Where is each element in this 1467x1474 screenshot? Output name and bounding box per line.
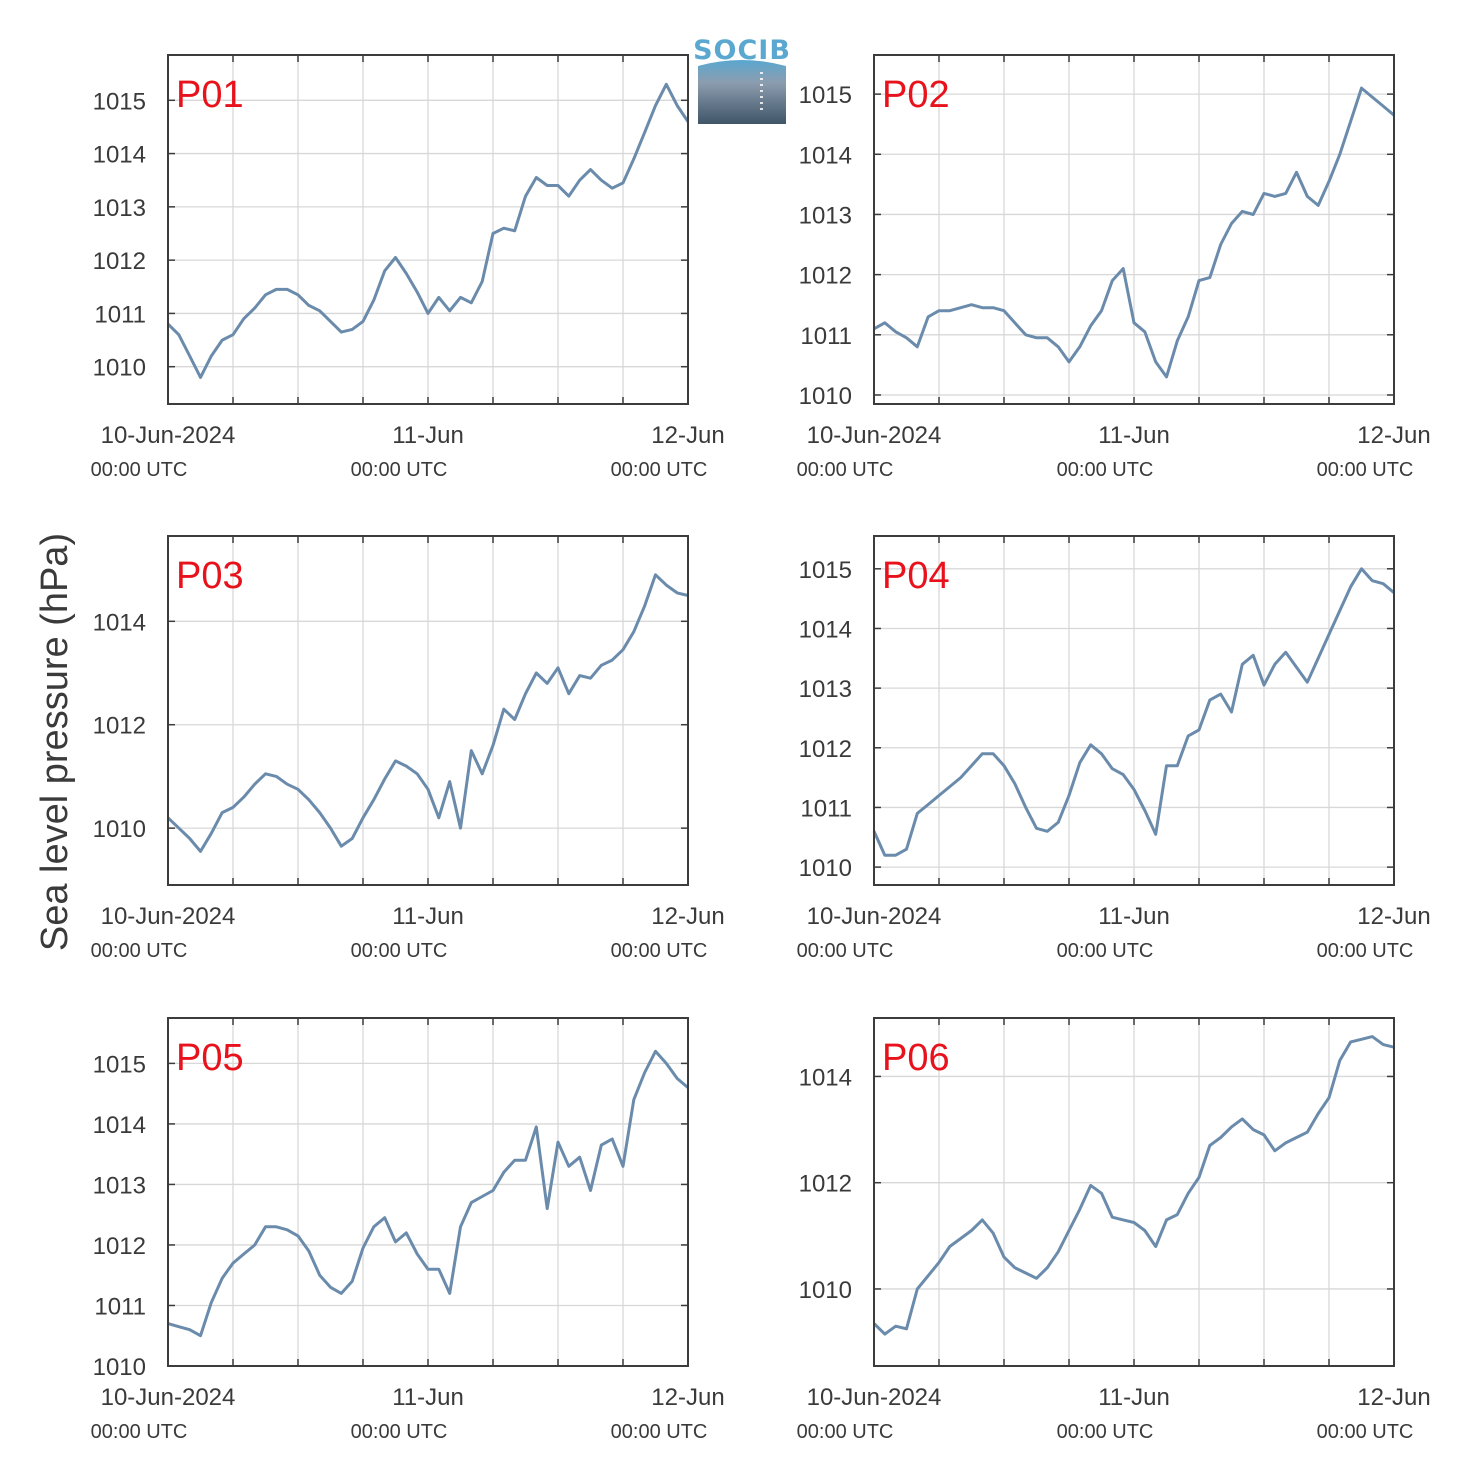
x-tick-label-time: 00:00 UTC bbox=[351, 940, 448, 962]
y-tick-label: 1014 bbox=[93, 1112, 146, 1139]
x-tick-label-date: 11-Jun bbox=[1098, 422, 1170, 449]
series-line-p01 bbox=[166, 82, 690, 379]
plot-frame bbox=[167, 1017, 689, 1367]
panel-p03: 1010 1012 1014 P03 10-Jun-2024 00:00 UTC 11-Ju… bbox=[91, 535, 725, 962]
y-tick-label: 1010 bbox=[93, 1354, 146, 1381]
x-tick-label-time: 00:00 UTC bbox=[611, 940, 708, 962]
y-tick-label: 1015 bbox=[799, 557, 852, 584]
x-tick-label-time: 00:00 UTC bbox=[1317, 1421, 1414, 1443]
socib-logo: SOCIB bbox=[693, 35, 790, 124]
y-tick-label: 1013 bbox=[799, 676, 852, 703]
x-tick-label-time: 00:00 UTC bbox=[91, 459, 188, 481]
panel-label: P05 bbox=[176, 1037, 244, 1079]
y-tick-label: 1011 bbox=[94, 1293, 146, 1320]
panel-label: P04 bbox=[882, 555, 950, 597]
x-tick-label-date: 12-Jun bbox=[651, 903, 724, 930]
series-line-p05 bbox=[167, 1049, 689, 1338]
x-tick-label-time: 00:00 UTC bbox=[91, 940, 188, 962]
x-tick-label-date: 12-Jun bbox=[1357, 422, 1430, 449]
y-tick-label: 1011 bbox=[94, 301, 146, 328]
x-tick-label-time: 00:00 UTC bbox=[1057, 1421, 1154, 1443]
y-tick-label: 1013 bbox=[799, 202, 852, 229]
x-tick-label-time: 00:00 UTC bbox=[351, 1421, 448, 1443]
plot-frame bbox=[167, 535, 689, 886]
y-tick-label: 1013 bbox=[93, 195, 146, 222]
x-tick-label-time: 00:00 UTC bbox=[1317, 940, 1414, 962]
panel-p06: 1010 1012 1014 P06 10-Jun-2024 00:00 UTC 11-Ju… bbox=[797, 1017, 1431, 1443]
panel-p01: 1010 1011 1012 1013 1014 1015 P01 10-Jun-2024 00… bbox=[91, 54, 725, 481]
plot-frame bbox=[873, 1017, 1395, 1367]
series-line-p03 bbox=[166, 573, 689, 853]
y-tick-label: 1012 bbox=[799, 1171, 852, 1198]
x-tick-label-date: 12-Jun bbox=[1357, 903, 1430, 930]
y-tick-label: 1010 bbox=[799, 855, 852, 882]
y-tick-label: 1010 bbox=[799, 383, 852, 410]
y-tick-label: 1014 bbox=[799, 1064, 852, 1091]
plot-frame bbox=[167, 54, 689, 405]
x-tick-label-time: 00:00 UTC bbox=[611, 459, 708, 481]
panel-label: P01 bbox=[176, 74, 244, 116]
panel-label: P02 bbox=[882, 74, 950, 116]
y-tick-label: 1014 bbox=[799, 616, 852, 643]
x-tick-label-time: 00:00 UTC bbox=[797, 459, 894, 481]
y-tick-label: 1012 bbox=[93, 248, 146, 275]
x-tick-label-time: 00:00 UTC bbox=[797, 1421, 894, 1443]
x-tick-label-date: 10-Jun-2024 bbox=[101, 422, 236, 449]
x-tick-label-date: 12-Jun bbox=[651, 422, 724, 449]
x-tick-label-date: 11-Jun bbox=[392, 422, 464, 449]
y-tick-label: 1015 bbox=[93, 88, 146, 115]
y-tick-label: 1010 bbox=[93, 355, 146, 382]
plot-frame bbox=[873, 535, 1395, 886]
x-tick-label-time: 00:00 UTC bbox=[351, 459, 448, 481]
panel-p05: 1010 1011 1012 1013 1014 1015 P05 10-Jun-2024 00… bbox=[91, 1017, 725, 1443]
y-tick-label: 1011 bbox=[800, 795, 852, 822]
panel-label: P06 bbox=[882, 1037, 950, 1079]
x-tick-label-date: 10-Jun-2024 bbox=[807, 903, 942, 930]
x-tick-label-time: 00:00 UTC bbox=[611, 1421, 708, 1443]
panel-label: P03 bbox=[176, 555, 244, 597]
y-tick-label: 1010 bbox=[93, 816, 146, 843]
y-tick-label: 1013 bbox=[93, 1172, 146, 1199]
plot-frame bbox=[873, 54, 1395, 405]
y-tick-label: 1011 bbox=[800, 323, 852, 350]
x-tick-label-date: 11-Jun bbox=[1098, 903, 1170, 930]
x-tick-label-time: 00:00 UTC bbox=[91, 1421, 188, 1443]
x-tick-label-time: 00:00 UTC bbox=[1057, 459, 1154, 481]
series-line-p02 bbox=[873, 86, 1395, 379]
socib-logo-wave bbox=[698, 60, 786, 124]
x-tick-label-date: 12-Jun bbox=[651, 1384, 724, 1411]
x-tick-label-time: 00:00 UTC bbox=[1057, 940, 1154, 962]
y-tick-label: 1014 bbox=[93, 142, 146, 169]
series-line-p06 bbox=[872, 1035, 1395, 1336]
series-line-p04 bbox=[872, 567, 1395, 857]
x-tick-label-date: 10-Jun-2024 bbox=[101, 903, 236, 930]
x-tick-label-time: 00:00 UTC bbox=[1317, 459, 1414, 481]
y-tick-label: 1012 bbox=[799, 263, 852, 290]
y-axis-label: Sea level pressure (hPa) bbox=[34, 533, 76, 951]
y-tick-label: 1015 bbox=[93, 1051, 146, 1078]
x-tick-label-date: 11-Jun bbox=[392, 1384, 464, 1411]
panel-p04: 1010 1011 1012 1013 1014 1015 P04 10-Jun-2024 00… bbox=[797, 535, 1431, 962]
x-tick-label-date: 11-Jun bbox=[1098, 1384, 1170, 1411]
panel-p02: 1010 1011 1012 1013 1014 1015 P02 10-Jun-2024 00… bbox=[797, 54, 1431, 481]
y-tick-label: 1014 bbox=[93, 609, 146, 636]
y-tick-label: 1014 bbox=[799, 142, 852, 169]
x-tick-label-date: 10-Jun-2024 bbox=[807, 422, 942, 449]
x-tick-label-date: 10-Jun-2024 bbox=[101, 1384, 236, 1411]
y-tick-label: 1010 bbox=[799, 1277, 852, 1304]
y-tick-label: 1015 bbox=[799, 82, 852, 109]
y-tick-label: 1012 bbox=[799, 736, 852, 763]
x-tick-label-date: 10-Jun-2024 bbox=[807, 1384, 942, 1411]
x-tick-label-date: 12-Jun bbox=[1357, 1384, 1430, 1411]
y-tick-label: 1012 bbox=[93, 713, 146, 740]
x-tick-label-time: 00:00 UTC bbox=[797, 940, 894, 962]
x-tick-label-date: 11-Jun bbox=[392, 903, 464, 930]
y-tick-label: 1012 bbox=[93, 1233, 146, 1260]
